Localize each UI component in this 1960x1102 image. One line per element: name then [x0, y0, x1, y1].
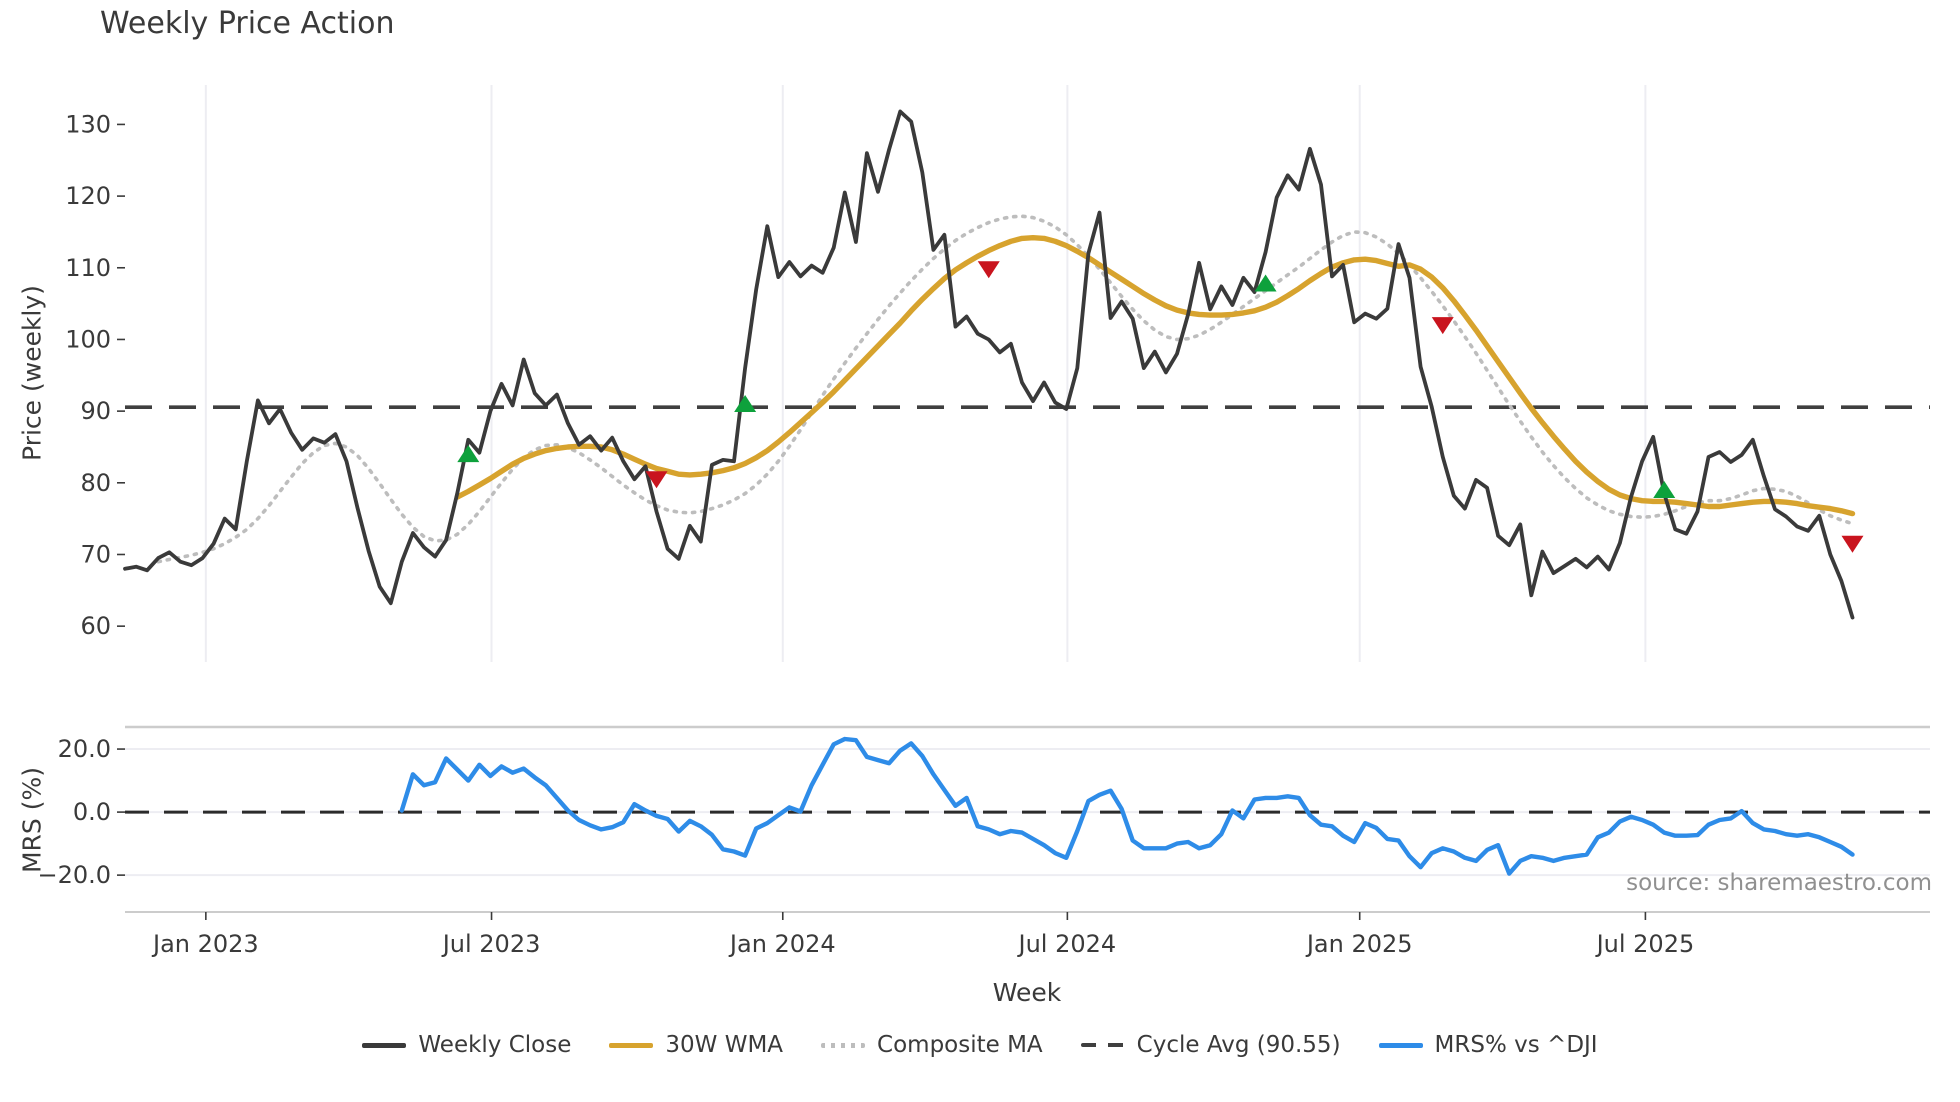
- sell-marker: [645, 471, 668, 489]
- buy-marker: [457, 445, 480, 463]
- legend-item: 30W WMA: [609, 1032, 783, 1058]
- buy-marker: [1653, 480, 1676, 498]
- legend-item: MRS% vs ^DJI: [1378, 1032, 1598, 1058]
- price-y-tick-label: 90: [80, 397, 111, 425]
- legend-item: Cycle Avg (90.55): [1080, 1032, 1341, 1058]
- mrs-axis-label: MRS (%): [17, 766, 47, 874]
- price-y-tick-label: 60: [80, 612, 111, 640]
- x-tick-label: Jan 2024: [728, 930, 836, 958]
- legend-label: Composite MA: [877, 1032, 1043, 1058]
- mrs-line: [399, 736, 1855, 876]
- price-y-tick-label: 70: [80, 540, 111, 568]
- week-axis-label: Week: [992, 978, 1062, 1007]
- legend-label: 30W WMA: [665, 1032, 784, 1058]
- legend-swatch-dotted: [821, 1042, 866, 1048]
- legend-label: Cycle Avg (90.55): [1136, 1032, 1341, 1058]
- price-y-tick-label: 120: [65, 182, 111, 210]
- price-y-tick-label: 130: [65, 110, 111, 138]
- sell-marker: [977, 261, 1000, 279]
- x-tick-label: Jan 2023: [151, 930, 259, 958]
- sell-marker: [1431, 317, 1454, 335]
- buy-marker: [1254, 274, 1277, 292]
- chart-legend: Weekly Close 30W WMA Composite MA Cycle Avg…: [0, 1032, 1960, 1058]
- legend-swatch-solid: [1378, 1042, 1423, 1048]
- price-axis-label: Price (weekly): [17, 285, 47, 461]
- chart-title: Weekly Price Action: [100, 6, 395, 41]
- legend-swatch-dashed: [1080, 1043, 1125, 1047]
- legend-swatch-solid: [362, 1042, 407, 1048]
- mrs-y-tick-label: −20.0: [37, 861, 111, 889]
- weekly-close-line: [123, 109, 1855, 620]
- x-tick-label: Jan 2025: [1305, 930, 1413, 958]
- source-note: source: sharemaestro.com: [1626, 870, 1932, 896]
- mrs-y-tick-label: 20.0: [58, 735, 111, 763]
- buy-marker: [734, 394, 757, 412]
- x-tick-label: Jul 2025: [1595, 930, 1695, 958]
- price-y-tick-label: 80: [80, 469, 111, 497]
- composite-ma-line: [156, 214, 1855, 564]
- legend-label: MRS% vs ^DJI: [1434, 1032, 1598, 1058]
- sell-marker: [1841, 535, 1864, 553]
- legend-item: Weekly Close: [362, 1032, 571, 1058]
- wma-line: [454, 234, 1856, 517]
- price-y-tick-label: 110: [65, 254, 111, 282]
- legend-label: Weekly Close: [418, 1032, 572, 1058]
- mrs-y-tick-label: 0.0: [73, 798, 111, 826]
- x-tick-label: Jul 2024: [1017, 930, 1117, 958]
- legend-item: Composite MA: [821, 1032, 1043, 1058]
- price-y-tick-label: 100: [65, 325, 111, 353]
- x-tick-label: Jul 2023: [441, 930, 541, 958]
- legend-swatch-solid: [609, 1042, 654, 1048]
